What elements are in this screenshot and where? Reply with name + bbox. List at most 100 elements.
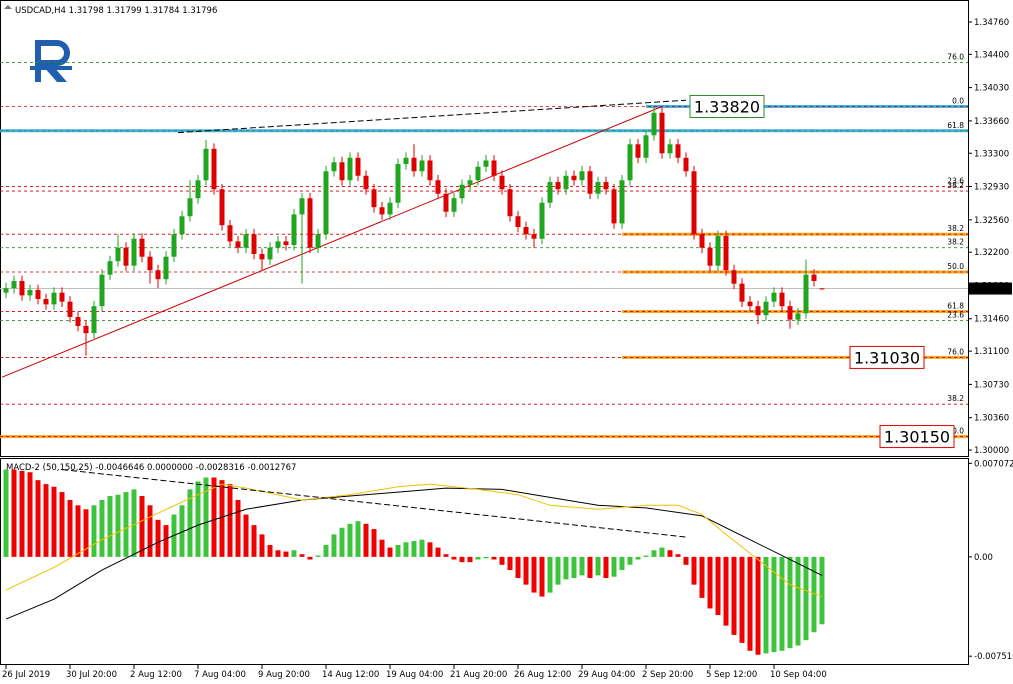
macd-bar	[115, 494, 121, 557]
macd-bar	[107, 496, 113, 557]
candle-body	[179, 216, 185, 235]
candle-body	[147, 256, 153, 271]
candle-body	[251, 234, 257, 254]
current-price-box	[969, 282, 1012, 295]
macd-bar	[323, 544, 329, 557]
x-tick-label: 26 Aug 12:00	[514, 670, 571, 680]
candle-body	[715, 236, 721, 266]
candle-body	[83, 325, 89, 334]
level-label: 61.8	[947, 121, 964, 130]
macd-bar	[403, 542, 409, 557]
y-tick-label: 0.0070729	[974, 459, 1013, 469]
macd-bar	[539, 556, 545, 597]
candle-body	[219, 189, 225, 226]
trend-line	[61, 469, 687, 538]
price-label: 1.33820	[694, 98, 760, 117]
macd-bar	[251, 525, 257, 557]
price-label-box	[689, 95, 765, 119]
level-label: 76.0	[947, 52, 964, 61]
candle-body	[211, 148, 217, 190]
macd-bar	[19, 470, 25, 557]
macd-bar	[307, 556, 313, 560]
macd-bar	[347, 523, 353, 557]
level-label: 23.6	[947, 177, 964, 186]
candle-body	[755, 306, 761, 316]
macd-bar	[363, 523, 369, 557]
macd-bar	[635, 556, 641, 560]
macd-bar	[131, 489, 137, 557]
price-label-box	[849, 345, 925, 369]
macd-bar	[595, 556, 601, 576]
candle-body	[619, 180, 625, 224]
macd-bar	[139, 496, 145, 557]
candle-body	[51, 292, 57, 305]
candle-body	[275, 241, 281, 248]
macd-bar	[475, 556, 481, 560]
candle-body	[651, 112, 657, 136]
price-label: 1.30150	[884, 428, 950, 447]
macd-bar	[667, 550, 673, 557]
macd-bar	[75, 505, 81, 557]
candle-body	[723, 236, 729, 271]
macd-bar	[163, 525, 169, 557]
candle-body	[115, 247, 121, 262]
candle-body	[227, 225, 233, 242]
y-tick-label: 1.31460	[974, 315, 1009, 325]
price-label-box	[879, 425, 955, 449]
macd-bar	[99, 500, 105, 557]
candle-body	[579, 171, 585, 181]
macd-bar	[563, 556, 569, 580]
candle-body	[35, 289, 41, 299]
candle-body	[795, 313, 801, 320]
macd-bar	[603, 556, 609, 579]
macd-bar	[3, 469, 9, 557]
x-tick-label: 2 Sep 20:00	[642, 670, 693, 680]
candle-body	[243, 234, 249, 248]
macd-bar	[331, 534, 337, 557]
macd-panel: 0.0070729 0.00 -0.007510	[3, 459, 1013, 662]
macd-bar	[683, 556, 689, 565]
y-tick-label: 1.34400	[974, 50, 1009, 60]
level-label: 38.2	[947, 394, 964, 403]
x-tick-label: 9 Aug 20:00	[258, 670, 310, 680]
macd-bar	[91, 505, 97, 557]
macd-bar	[355, 521, 361, 557]
candle-body	[771, 292, 777, 302]
macd-bar	[275, 550, 281, 557]
y-tick-label: 1.34030	[974, 84, 1009, 94]
price-label: 1.31030	[854, 348, 920, 367]
macd-bar	[715, 556, 721, 616]
candle-body	[107, 261, 113, 275]
candle-body	[75, 316, 81, 326]
title-icon	[4, 5, 12, 9]
candle-body	[187, 198, 193, 217]
candle-body	[19, 280, 25, 296]
macd-bar	[203, 477, 209, 557]
macd-line	[5, 487, 823, 620]
candle-body	[523, 227, 529, 235]
candle-body	[483, 160, 489, 167]
macd-bar	[283, 551, 289, 557]
trend-line	[177, 99, 687, 134]
x-tick-label: 29 Aug 04:00	[578, 670, 635, 680]
macd-bar	[243, 514, 249, 557]
candle-body	[195, 180, 201, 199]
macd-bar	[35, 480, 41, 557]
x-tick-label: 21 Aug 20:00	[450, 670, 507, 680]
candle-body	[131, 238, 137, 266]
main-frame	[0, 0, 969, 457]
y-tick-label: -0.007510	[974, 652, 1013, 662]
y-tick-label: 1.34760	[974, 18, 1009, 28]
macd-bar	[291, 550, 297, 557]
candle-body	[491, 160, 497, 176]
level-label: 38.2	[947, 238, 964, 247]
candle-body	[315, 234, 321, 248]
candle-body	[499, 175, 505, 190]
macd-bar	[619, 556, 625, 571]
candle-body	[259, 253, 265, 260]
candle-body	[331, 162, 337, 172]
candle-body	[603, 182, 609, 190]
candle-body	[587, 171, 593, 194]
y-tick-label: 1.32930	[974, 183, 1009, 193]
